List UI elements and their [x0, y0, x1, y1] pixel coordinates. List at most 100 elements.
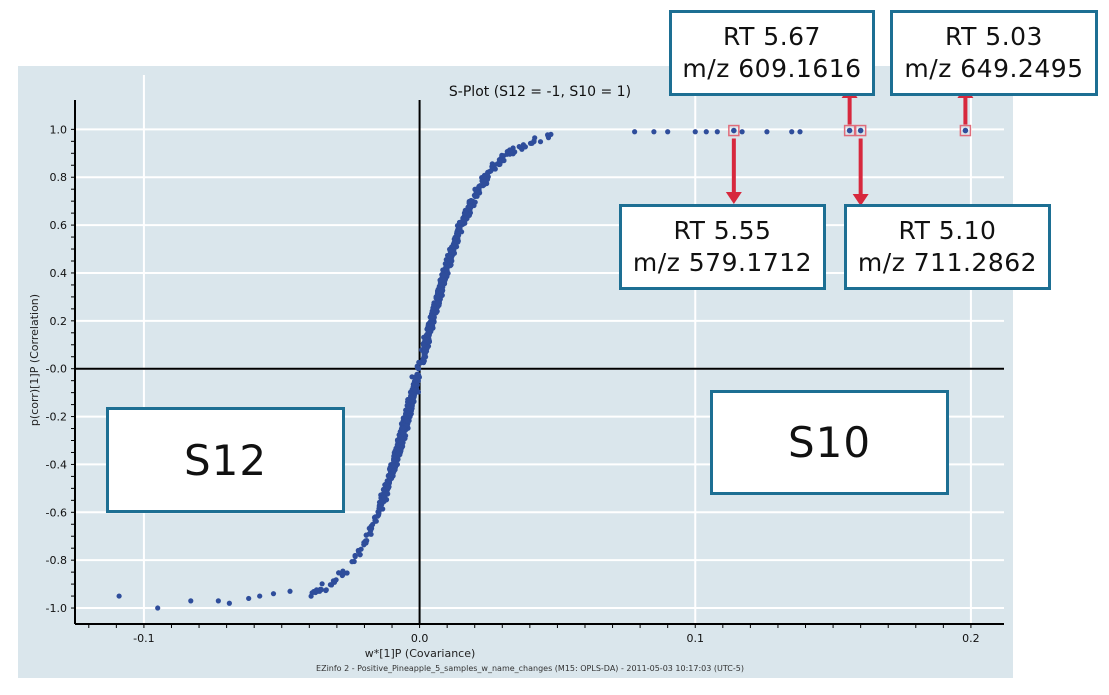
- data-point: [380, 487, 387, 493]
- data-point: [421, 348, 428, 354]
- data-point: [429, 313, 435, 319]
- data-point: [311, 589, 317, 595]
- callout-rt-5-55: RT 5.55 m/z 579.1712: [619, 204, 826, 290]
- arrow-to-rt-5-55-head: [725, 192, 742, 204]
- data-point: [516, 144, 522, 150]
- data-point: [468, 198, 474, 204]
- x-tick-label: 0.1: [687, 632, 705, 645]
- callout-mz: m/z 649.2495: [904, 54, 1084, 83]
- data-point: [351, 558, 357, 565]
- highlight-marker: [728, 124, 740, 137]
- y-tick-label: 0.2: [50, 315, 68, 328]
- plot-area-background: [18, 66, 1013, 678]
- data-point: [344, 570, 350, 576]
- chart-footer: EZinfo 2 - Positive_Pineapple_5_samples_…: [316, 664, 744, 673]
- data-point: [328, 582, 335, 588]
- data-point: [491, 162, 498, 168]
- data-point: [333, 577, 339, 583]
- data-point: [477, 183, 483, 189]
- data-point: [400, 431, 406, 437]
- x-tick-label: 0.0: [411, 632, 429, 645]
- x-tick-label: 0.2: [962, 632, 980, 645]
- data-point: [378, 504, 384, 511]
- data-point: [447, 254, 453, 260]
- data-point: [421, 342, 427, 348]
- data-point-outlier: [226, 600, 232, 606]
- chart-title: S-Plot (S12 = -1, S10 = 1): [449, 84, 631, 100]
- data-point: [391, 453, 397, 460]
- y-tick-label: 0.6: [50, 219, 68, 232]
- data-point: [411, 382, 418, 388]
- data-point: [400, 425, 406, 432]
- x-tick-label: -0.1: [133, 632, 154, 645]
- data-point-outlier: [188, 598, 194, 604]
- y-axis-label: p(corr)[1]P (Correlation): [28, 294, 41, 426]
- data-point: [429, 323, 435, 329]
- data-point: [409, 394, 415, 400]
- data-point: [481, 174, 487, 180]
- highlight-marker: [843, 124, 856, 137]
- y-tick-label: -0.4: [46, 458, 67, 471]
- data-point-outlier: [739, 129, 745, 135]
- data-point: [352, 553, 358, 559]
- data-points: [116, 129, 803, 611]
- data-point: [403, 414, 409, 420]
- data-point: [457, 226, 463, 232]
- data-point: [472, 199, 478, 205]
- callout-mz: m/z 711.2862: [857, 248, 1038, 277]
- data-point: [445, 263, 451, 270]
- data-point: [368, 531, 374, 537]
- callout-rt: RT 5.55: [673, 216, 772, 245]
- data-point: [426, 329, 432, 335]
- highlight-marker: [959, 124, 972, 137]
- highlighted-point: [846, 127, 853, 134]
- data-point: [439, 287, 445, 293]
- callout-rt-5-10: RT 5.10 m/z 711.2862: [844, 204, 1051, 290]
- highlighted-points: [728, 124, 972, 137]
- data-point-outlier: [116, 593, 122, 599]
- data-point: [438, 281, 444, 287]
- callout-rt: RT 5.10: [898, 216, 997, 245]
- data-point: [412, 376, 418, 382]
- data-point: [368, 523, 374, 530]
- highlighted-point: [857, 127, 864, 134]
- data-point: [308, 593, 314, 599]
- data-point-outlier: [764, 129, 770, 135]
- data-point-outlier: [797, 129, 803, 135]
- highlighted-point: [731, 127, 737, 134]
- data-point: [437, 277, 443, 283]
- data-point: [441, 272, 447, 278]
- arrow-to-rt-5-10-head: [852, 194, 869, 206]
- y-tick-label: 1.0: [50, 123, 68, 136]
- data-point: [431, 303, 437, 309]
- data-point: [508, 150, 514, 156]
- data-point: [484, 171, 490, 177]
- data-point: [372, 518, 378, 524]
- data-point: [340, 571, 346, 578]
- region-label-s10: S10: [710, 390, 949, 495]
- data-point: [389, 472, 396, 478]
- data-point: [395, 442, 401, 448]
- data-point: [356, 548, 362, 555]
- data-point: [405, 402, 411, 408]
- data-point: [406, 406, 412, 412]
- x-axis-label: w*[1]P (Covariance): [365, 647, 476, 660]
- data-point-outlier: [651, 129, 657, 135]
- data-point: [501, 157, 507, 164]
- data-point: [529, 140, 535, 146]
- y-tick-label: -1.0: [46, 602, 67, 615]
- data-point: [420, 359, 427, 366]
- data-point-outlier: [692, 129, 698, 135]
- data-point: [315, 588, 321, 594]
- y-tick-label: -0.8: [46, 554, 67, 567]
- data-point: [456, 219, 463, 226]
- data-point: [336, 570, 342, 576]
- region-label-s12: S12: [106, 407, 345, 513]
- data-point-outlier: [703, 129, 709, 135]
- data-point: [385, 484, 391, 490]
- data-point: [492, 166, 498, 172]
- data-point: [319, 581, 325, 587]
- data-point: [466, 212, 472, 218]
- data-point: [537, 139, 544, 145]
